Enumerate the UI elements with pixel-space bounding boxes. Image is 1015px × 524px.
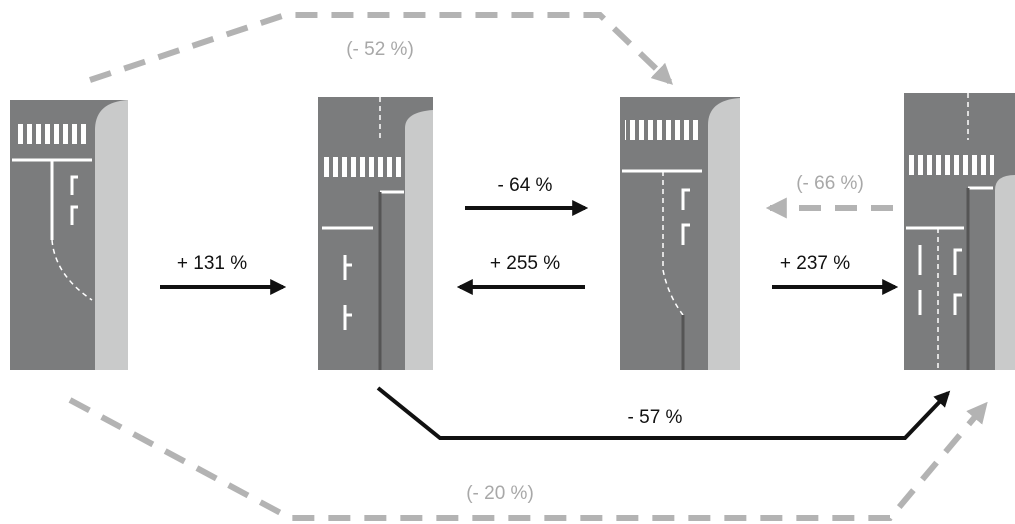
edge-label: (- 52 %)	[346, 39, 414, 60]
edge-label: + 237 %	[780, 253, 850, 274]
arrows	[68, 12, 988, 521]
road-2	[318, 97, 433, 370]
edge-label: - 57 %	[628, 407, 683, 428]
edge-label: (- 20 %)	[466, 483, 534, 504]
road-3	[620, 97, 740, 370]
edge-label: - 64 %	[498, 175, 553, 196]
edge-label: (- 66 %)	[796, 173, 864, 194]
edge-label: + 255 %	[490, 253, 560, 274]
road-1	[10, 100, 128, 370]
edge-label: + 131 %	[177, 253, 247, 274]
road-4	[904, 93, 1015, 370]
